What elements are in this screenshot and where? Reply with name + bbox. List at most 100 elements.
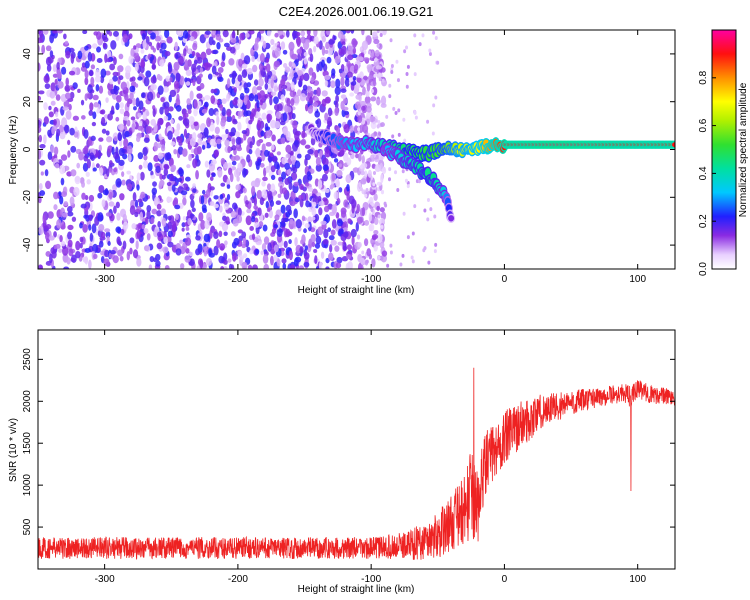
heatmap-noise-cell <box>160 96 166 103</box>
heatmap-noise-cell <box>102 42 107 48</box>
snr-ylabel: SNR (10 * v/v) <box>8 418 19 482</box>
heatmap-noise-cell <box>200 51 207 60</box>
heatmap-noise-cell <box>59 235 63 243</box>
heatmap-noise-cell <box>250 180 258 188</box>
heatmap-noise-cell <box>285 30 290 38</box>
heatmap-noise-cell <box>65 50 71 59</box>
heatmap-noise-cell <box>359 187 363 192</box>
heatmap-noise-cell <box>326 116 332 127</box>
heatmap-noise-cell <box>278 176 283 182</box>
heatmap-noise-cell <box>231 31 236 39</box>
heatmap-noise-cell <box>423 246 427 251</box>
heatmap-noise-cell <box>241 243 247 249</box>
heatmap-noise-cell <box>204 30 211 35</box>
heatmap-noise-cell <box>288 41 295 52</box>
heatmap-noise-cell <box>95 68 101 78</box>
heatmap-noise-cell <box>192 42 198 51</box>
heatmap-noise-cell <box>203 127 209 138</box>
heatmap-noise-cell <box>231 138 236 146</box>
heatmap-noise-cell <box>363 238 369 247</box>
heatmap-noise-cell <box>342 242 347 252</box>
heatmap-noise-cell <box>317 195 322 202</box>
heatmap-noise-cell <box>289 218 294 225</box>
heatmap-noise-cell <box>181 222 186 228</box>
heatmap-noise-cell <box>367 50 371 55</box>
heatmap-noise-cell <box>129 237 135 244</box>
heatmap-noise-cell <box>289 90 296 98</box>
heatmap-noise-cell <box>251 215 256 223</box>
heatmap-noise-cell <box>53 118 57 126</box>
heatmap-noise-cell <box>370 88 374 93</box>
heatmap-noise-cell <box>320 220 327 225</box>
heatmap-noise-cell <box>91 121 97 127</box>
heatmap-noise-cell <box>346 183 350 192</box>
heatmap-noise-cell <box>372 77 377 87</box>
heatmap-noise-cell <box>113 136 118 142</box>
heatmap-noise-cell <box>173 61 180 71</box>
heatmap-noise-cell <box>376 205 380 212</box>
heatmap-noise-cell <box>291 113 296 120</box>
heatmap-noise-cell <box>95 84 100 92</box>
heatmap-noise-cell <box>88 214 93 222</box>
heatmap-noise-cell <box>241 69 248 78</box>
colorbar-tick-label: 0.4 <box>698 166 709 180</box>
heatmap-noise-cell <box>259 163 265 168</box>
heatmap-noise-cell <box>112 75 118 82</box>
heatmap-noise-cell <box>235 184 241 191</box>
heatmap-noise-cell <box>388 94 392 99</box>
heatmap-noise-cell <box>402 211 406 216</box>
heatmap-noise-cell <box>282 262 287 269</box>
heatmap-noise-cell <box>65 92 71 100</box>
heatmap-noise-cell <box>418 42 422 47</box>
heatmap-noise-cell <box>373 193 378 201</box>
heatmap-noise-cell <box>143 76 150 87</box>
heatmap-noise-cell <box>86 179 91 185</box>
heatmap-noise-cell <box>281 171 287 180</box>
heatmap-noise-cell <box>53 146 59 156</box>
heatmap-noise-cell <box>361 40 369 51</box>
heatmap-noise-cell <box>90 135 96 142</box>
heatmap-noise-cell <box>134 83 139 88</box>
heatmap-noise-cell <box>174 204 181 210</box>
heatmap-noise-cell <box>219 205 223 213</box>
heatmap-noise-cell <box>49 253 53 264</box>
heatmap-noise-cell <box>70 169 77 177</box>
heatmap-noise-cell <box>67 239 73 248</box>
heatmap-noise-cell <box>52 64 57 73</box>
heatmap-noise-cell <box>206 212 212 222</box>
heatmap-noise-cell <box>84 248 91 253</box>
heatmap-noise-cell <box>72 82 78 90</box>
heatmap-noise-cell <box>302 84 308 91</box>
heatmap-noise-cell <box>230 210 237 219</box>
heatmap-noise-cell <box>382 166 386 171</box>
heatmap-noise-cell <box>38 134 43 143</box>
heatmap-noise-cell <box>59 164 66 175</box>
heatmap-noise-cell <box>261 143 266 153</box>
heatmap-noise-cell <box>163 163 169 169</box>
heatmap-noise-cell <box>143 228 149 234</box>
heatmap-noise-cell <box>324 49 329 54</box>
spectrogram-xtick-label: -200 <box>228 274 248 285</box>
heatmap-noise-cell <box>146 233 151 241</box>
heatmap-noise-cell <box>239 255 244 261</box>
heatmap-noise-cell <box>237 207 242 217</box>
heatmap-noise-cell <box>108 31 113 37</box>
heatmap-noise-cell <box>433 249 437 254</box>
heatmap-noise-cell <box>281 217 286 224</box>
heatmap-noise-cell <box>234 42 240 51</box>
heatmap-noise-cell <box>304 103 309 112</box>
heatmap-noise-cell <box>359 164 363 169</box>
heatmap-noise-cell <box>137 198 143 203</box>
heatmap-noise-cell <box>55 243 61 249</box>
heatmap-noise-cell <box>292 31 297 39</box>
heatmap-noise-cell <box>53 231 57 238</box>
heatmap-noise-cell <box>331 68 336 76</box>
heatmap-noise-cell <box>296 69 303 76</box>
snr-xtick-label: -100 <box>361 574 381 585</box>
heatmap-noise-cell <box>221 52 226 62</box>
heatmap-noise-cell <box>84 60 90 69</box>
heatmap-noise-cell <box>231 241 237 249</box>
heatmap-noise-cell <box>56 128 61 137</box>
heatmap-noise-cell <box>364 193 368 198</box>
heatmap-noise-cell <box>153 154 160 163</box>
